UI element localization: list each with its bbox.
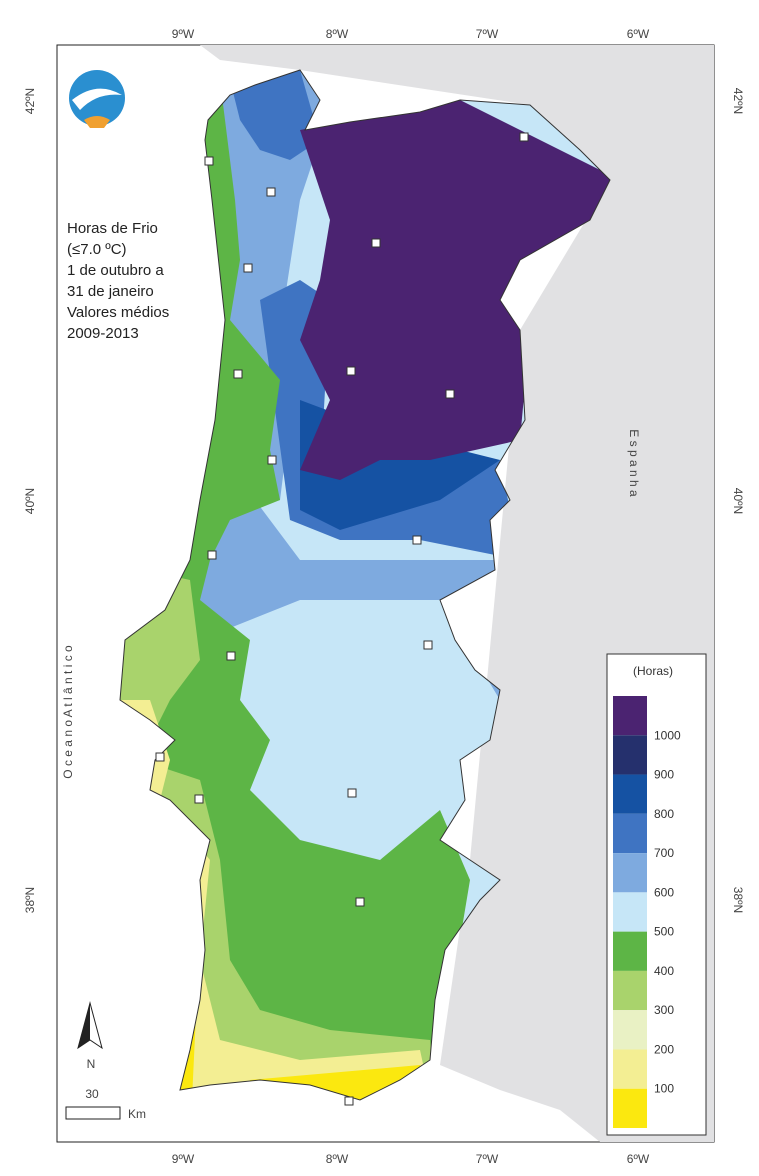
legend-swatch xyxy=(613,774,647,814)
lat-label-right: 38ºN xyxy=(731,887,745,913)
legend-title: (Horas) xyxy=(633,664,673,678)
lat-label-left: 40ºN xyxy=(23,488,37,514)
title-line: 31 de janeiro xyxy=(67,283,154,300)
logo xyxy=(69,70,125,128)
legend-label: 900 xyxy=(654,768,674,782)
legend-swatch xyxy=(613,735,647,775)
title-line: (≤7.0 ºC) xyxy=(67,241,127,258)
legend-label: 100 xyxy=(654,1082,674,1096)
legend-swatch xyxy=(613,1010,647,1050)
scale-unit: Km xyxy=(128,1107,146,1121)
lon-label-top: 9ºW xyxy=(172,27,195,41)
lon-label-bottom: 8ºW xyxy=(326,1152,349,1166)
legend-label: 300 xyxy=(654,1003,674,1017)
title-line: 2009-2013 xyxy=(67,325,139,342)
lon-label-top: 7ºW xyxy=(476,27,499,41)
lon-label-top: 6ºW xyxy=(627,27,650,41)
title-line: Valores médios xyxy=(67,304,169,321)
legend-swatch xyxy=(613,931,647,971)
legend-label: 1000 xyxy=(654,728,681,742)
legend-swatch xyxy=(613,813,647,854)
north-label: N xyxy=(87,1057,96,1071)
country-outline xyxy=(119,69,611,1101)
lat-label-left: 38ºN xyxy=(23,887,37,913)
legend-swatch xyxy=(613,1049,647,1089)
legend-label: 200 xyxy=(654,1042,674,1056)
legend-swatch xyxy=(613,1088,647,1128)
spain xyxy=(200,45,714,1142)
legend-label: 400 xyxy=(654,964,674,978)
legend-label: 700 xyxy=(654,846,674,860)
legend-swatch xyxy=(613,892,647,932)
legend-label: 600 xyxy=(654,885,674,899)
stations xyxy=(155,132,529,1106)
spain-label: E s p a n h a xyxy=(627,429,641,497)
ocean-label: O c e a n o A t l â n t i c o xyxy=(61,645,75,779)
lat-label-left: 42ºN xyxy=(23,88,37,114)
title-line: Horas de Frio xyxy=(67,220,158,237)
scale-label: 30 xyxy=(85,1087,99,1101)
lon-label-bottom: 6ºW xyxy=(627,1152,650,1166)
title-line: 1 de outubro a xyxy=(67,262,164,279)
scale-bar xyxy=(65,1106,121,1120)
lon-label-top: 8ºW xyxy=(326,27,349,41)
legend-swatch xyxy=(613,970,647,1011)
lat-label-right: 40ºN xyxy=(731,488,745,514)
lat-label-right: 42ºN xyxy=(731,88,745,114)
legend-swatch xyxy=(613,853,647,893)
north-arrow-half xyxy=(78,1003,90,1048)
lon-label-bottom: 9ºW xyxy=(172,1152,195,1166)
lon-label-bottom: 7ºW xyxy=(476,1152,499,1166)
legend-label: 500 xyxy=(654,925,674,939)
legend-label: 800 xyxy=(654,807,674,821)
legend-swatch xyxy=(613,696,647,736)
